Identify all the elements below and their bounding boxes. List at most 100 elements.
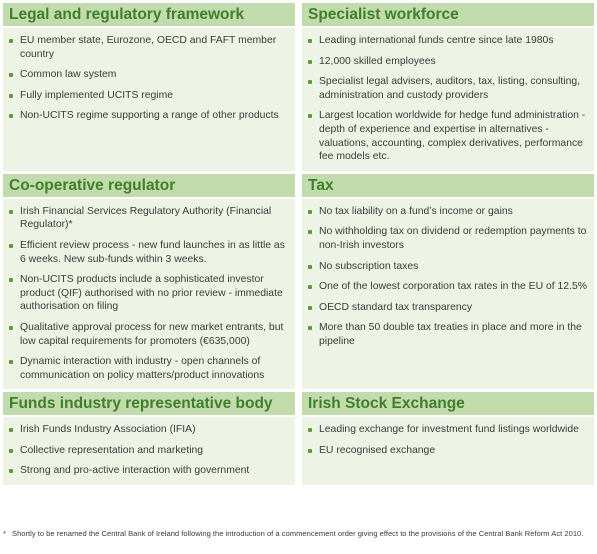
list-item: Dynamic interaction with industry - open… — [9, 355, 289, 382]
list-item: No withholding tax on dividend or redemp… — [308, 225, 588, 252]
list-item: 12,000 skilled employees — [308, 55, 588, 69]
list-item: Efficient review process - new fund laun… — [9, 239, 289, 266]
list-item: OECD standard tax transparency — [308, 301, 588, 315]
footnote-marker: * — [3, 529, 6, 538]
list-item: No subscription taxes — [308, 260, 588, 274]
bullet-icon — [9, 73, 13, 78]
list-item: Irish Financial Services Regulatory Auth… — [9, 205, 289, 232]
list-item: Qualitative approval process for new mar… — [9, 321, 289, 348]
list-item: Non-UCITS products include a sophisticat… — [9, 273, 289, 314]
list-item-text: Fully implemented UCITS regime — [20, 89, 174, 101]
footnote: * Shortly to be renamed the Central Bank… — [3, 529, 593, 539]
bullet-icon — [308, 448, 312, 453]
bullet-icon — [308, 428, 312, 433]
section-funds-industry-body: Funds industry representative body Irish… — [3, 392, 295, 486]
list-item-text: Common law system — [20, 69, 117, 81]
bullet-icon — [308, 39, 312, 43]
section-body: Irish Financial Services Regulatory Auth… — [3, 198, 295, 390]
section-body: EU member state, Eurozone, OECD and FAFT… — [3, 28, 295, 171]
bullet-icon — [9, 39, 13, 43]
info-grid: Legal and regulatory framework EU member… — [3, 3, 594, 488]
bullet-icon — [308, 59, 312, 64]
list-item: More than 50 double tax treaties in plac… — [308, 321, 588, 348]
section-title: Tax — [302, 173, 594, 197]
list-item-text: Collective representation and marketing — [20, 444, 204, 456]
list-item-text: EU recognised exchange — [319, 444, 436, 456]
list-item-text: One of the lowest corporation tax rates … — [319, 281, 587, 293]
list-item-text: No subscription taxes — [319, 260, 419, 272]
bullet-icon — [9, 209, 13, 214]
list-item-text: More than 50 double tax treaties in plac… — [319, 322, 582, 347]
list-item: EU member state, Eurozone, OECD and FAFT… — [9, 34, 289, 61]
list-item: Non-UCITS regime supporting a range of o… — [9, 109, 289, 123]
section-title: Irish Stock Exchange — [302, 392, 594, 416]
bullet-icon — [9, 360, 13, 365]
bullet-icon — [308, 285, 312, 290]
bullet-list: EU member state, Eurozone, OECD and FAFT… — [9, 34, 289, 123]
bullet-icon — [308, 80, 312, 85]
list-item: Collective representation and marketing — [9, 444, 289, 458]
list-item: EU recognised exchange — [308, 444, 588, 458]
list-item-text: Leading international funds centre since… — [319, 35, 554, 46]
bullet-list: Irish Financial Services Regulatory Auth… — [9, 205, 289, 383]
list-item: Largest location worldwide for hedge fun… — [308, 109, 588, 163]
section-title: Co-operative regulator — [3, 173, 295, 197]
list-item-text: Irish Funds Industry Association (IFIA) — [20, 424, 196, 436]
section-title: Legal and regulatory framework — [3, 3, 295, 26]
bullet-list: Leading international funds centre since… — [308, 34, 588, 164]
list-item-text: EU member state, Eurozone, OECD and FAFT… — [20, 35, 277, 60]
list-item: One of the lowest corporation tax rates … — [308, 280, 588, 294]
list-item: Specialist legal advisers, auditors, tax… — [308, 75, 588, 102]
bullet-icon — [9, 243, 13, 248]
bullet-icon — [9, 278, 13, 283]
list-item-text: Strong and pro-active interaction with g… — [20, 465, 250, 477]
section-legal-regulatory: Legal and regulatory framework EU member… — [3, 3, 295, 171]
section-specialist-workforce: Specialist workforce Leading internation… — [302, 3, 594, 171]
bullet-icon — [308, 230, 312, 235]
bullet-list: Irish Funds Industry Association (IFIA) … — [9, 423, 289, 478]
bullet-list: Leading exchange for investment fund lis… — [308, 423, 588, 457]
section-title: Specialist workforce — [302, 3, 594, 26]
list-item: Leading international funds centre since… — [308, 34, 588, 48]
section-body: No tax liability on a fund’s income or g… — [302, 198, 594, 390]
bullet-icon — [9, 114, 13, 119]
section-body: Leading exchange for investment fund lis… — [302, 417, 594, 486]
bullet-icon — [308, 209, 312, 214]
list-item: Irish Funds Industry Association (IFIA) — [9, 423, 289, 437]
list-item-text: Specialist legal advisers, auditors, tax… — [319, 76, 581, 101]
list-item-text: Dynamic interaction with industry - open… — [20, 356, 265, 381]
list-item-text: Non-UCITS regime supporting a range of o… — [20, 110, 279, 122]
section-irish-stock-exchange: Irish Stock Exchange Leading exchange fo… — [302, 392, 594, 486]
list-item-text: OECD standard tax transparency — [319, 301, 473, 313]
list-item: Common law system — [9, 68, 289, 82]
list-item-text: Qualitative approval process for new mar… — [20, 321, 284, 347]
footnote-text: Shortly to be renamed the Central Bank o… — [12, 529, 584, 538]
section-cooperative-regulator: Co-operative regulator Irish Financial S… — [3, 173, 295, 390]
bullet-icon — [308, 305, 312, 310]
list-item-text: 12,000 skilled employees — [319, 55, 436, 67]
list-item-text: Irish Financial Services Regulatory Auth… — [20, 205, 272, 231]
bullet-icon — [308, 264, 312, 269]
bullet-icon — [9, 93, 13, 98]
bullet-list: No tax liability on a fund’s income or g… — [308, 205, 588, 349]
bullet-icon — [308, 326, 312, 331]
section-title: Funds industry representative body — [3, 392, 295, 416]
list-item-text: No withholding tax on dividend or redemp… — [319, 226, 587, 251]
bullet-icon — [9, 448, 13, 453]
list-item-text: Efficient review process - new fund laun… — [20, 239, 285, 265]
list-item-text: No tax liability on a fund’s income or g… — [319, 205, 513, 217]
section-body: Irish Funds Industry Association (IFIA) … — [3, 417, 295, 486]
list-item: Fully implemented UCITS regime — [9, 89, 289, 103]
section-body: Leading international funds centre since… — [302, 28, 594, 171]
list-item: No tax liability on a fund’s income or g… — [308, 205, 588, 219]
list-item-text: Leading exchange for investment fund lis… — [319, 424, 579, 436]
bullet-icon — [9, 325, 13, 330]
bullet-icon — [9, 469, 13, 474]
list-item-text: Non-UCITS products include a sophisticat… — [20, 274, 283, 313]
bullet-icon — [308, 114, 312, 119]
list-item-text: Largest location worldwide for hedge fun… — [319, 110, 586, 163]
list-item: Strong and pro-active interaction with g… — [9, 464, 289, 478]
section-tax: Tax No tax liability on a fund’s income … — [302, 173, 594, 390]
list-item: Leading exchange for investment fund lis… — [308, 423, 588, 437]
bullet-icon — [9, 428, 13, 433]
